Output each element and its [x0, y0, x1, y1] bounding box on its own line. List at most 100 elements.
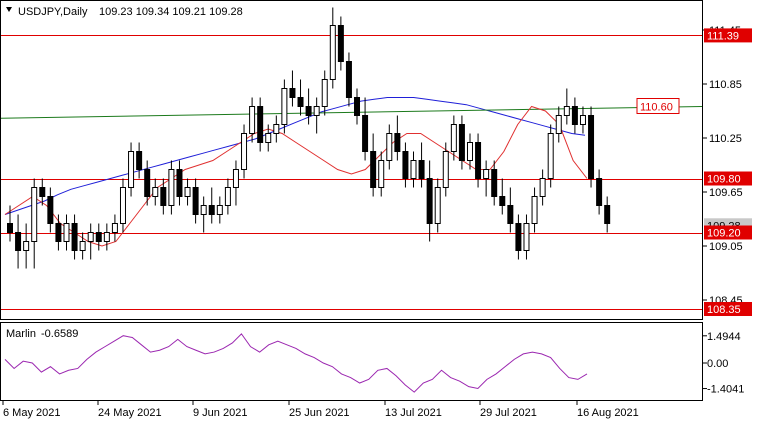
bear-candle-body — [394, 133, 401, 152]
bull-candle-body — [329, 25, 336, 80]
bear-candle-body — [192, 187, 199, 215]
bull-candle-body — [23, 241, 30, 251]
candle — [160, 178, 167, 215]
level-tag-text: 108.35 — [707, 304, 741, 316]
bear-candle-body — [95, 232, 102, 242]
bear-candle-body — [588, 115, 595, 179]
candle — [87, 223, 94, 260]
bear-candle-body — [15, 232, 22, 251]
bull-candle-body — [168, 169, 175, 206]
bear-candle-body — [305, 106, 312, 116]
bull-candle-body — [313, 106, 320, 116]
candle — [47, 187, 54, 233]
bull-candle-body — [87, 232, 94, 242]
indicator-tick-label: -1.4041 — [707, 384, 744, 396]
candle — [265, 124, 272, 152]
ma-line-red — [4, 105, 588, 247]
bull-candle-body — [386, 133, 393, 161]
candle — [249, 97, 256, 143]
candle — [119, 178, 126, 233]
candle — [289, 70, 296, 107]
candle — [515, 214, 522, 260]
bear-candle-body — [47, 196, 54, 224]
bear-candle-body — [370, 151, 377, 188]
bull-candle-body — [531, 196, 538, 224]
candle — [571, 97, 578, 134]
price-tick-label: 109.05 — [709, 241, 743, 253]
candle — [523, 214, 530, 260]
candle — [136, 142, 143, 179]
bear-candle-body — [596, 178, 603, 206]
candle — [442, 142, 449, 197]
level-tag[interactable] — [704, 225, 752, 240]
time-tick-label: 29 Jul 2021 — [480, 407, 537, 419]
bear-candle-body — [515, 223, 522, 251]
candles — [7, 7, 611, 269]
marlin-line — [4, 333, 588, 393]
candle — [362, 97, 369, 161]
candle — [216, 196, 223, 224]
candle — [111, 214, 118, 242]
indicator-line — [4, 333, 588, 393]
level-tag[interactable] — [704, 302, 752, 316]
bear-candle-body — [297, 97, 304, 107]
time-tick-label: 25 Jun 2021 — [289, 407, 350, 419]
candle — [208, 187, 215, 224]
level-tag-text: 109.20 — [707, 228, 741, 240]
candle — [483, 160, 490, 197]
candle — [596, 169, 603, 215]
bear-candle-body — [345, 61, 352, 98]
bull-candle-body — [434, 187, 441, 224]
bear-candle-body — [39, 187, 46, 197]
chart-header: USDJPY,Daily 109.23 109.34 109.21 109.28 — [6, 6, 243, 18]
candle — [63, 214, 70, 251]
bull-candle-body — [79, 241, 86, 251]
candle — [144, 160, 151, 206]
bull-candle-body — [103, 232, 110, 242]
bear-candle-body — [136, 151, 143, 170]
candle — [241, 124, 248, 179]
bull-candle-body — [273, 124, 280, 134]
candle — [499, 178, 506, 215]
bear-candle-body — [144, 169, 151, 197]
candle — [224, 178, 231, 215]
bear-candle-body — [7, 223, 13, 233]
candle — [7, 205, 13, 242]
bull-candle-body — [241, 133, 248, 170]
candle — [273, 115, 280, 143]
bull-candle-body — [579, 115, 586, 125]
dropdown-triangle-icon[interactable] — [6, 7, 12, 12]
candle — [23, 223, 30, 269]
level-tag[interactable] — [704, 28, 752, 43]
candle — [450, 115, 457, 161]
candle — [103, 223, 110, 251]
bull-candle-body — [200, 205, 207, 215]
candle — [354, 88, 361, 125]
candle — [394, 115, 401, 161]
candle — [305, 88, 312, 125]
bull-candle-body — [224, 187, 231, 206]
candle — [176, 160, 183, 206]
candle — [579, 106, 586, 134]
candle — [386, 124, 393, 170]
main-chart-pane[interactable] — [0, 0, 703, 320]
candle — [71, 214, 78, 260]
candle — [95, 223, 102, 251]
bull-candle-body — [216, 205, 223, 215]
bear-candle-body — [418, 160, 425, 179]
candle — [128, 142, 135, 197]
bull-candle-body — [523, 223, 530, 251]
price-scale: 111.45110.85110.25109.65109.05108.451.49… — [703, 25, 744, 396]
symbol-period: USDJPY,Daily — [18, 6, 88, 18]
bull-candle-body — [466, 142, 473, 161]
bull-candle-body — [232, 169, 239, 188]
candle — [257, 97, 264, 152]
level-tag-outline[interactable] — [636, 98, 680, 114]
level-tag[interactable] — [704, 171, 752, 186]
candle — [563, 88, 570, 125]
indicator-pane[interactable] — [0, 322, 703, 401]
bear-candle-body — [257, 106, 264, 143]
bear-candle-body — [208, 205, 215, 215]
bull-candle-body — [378, 160, 385, 188]
